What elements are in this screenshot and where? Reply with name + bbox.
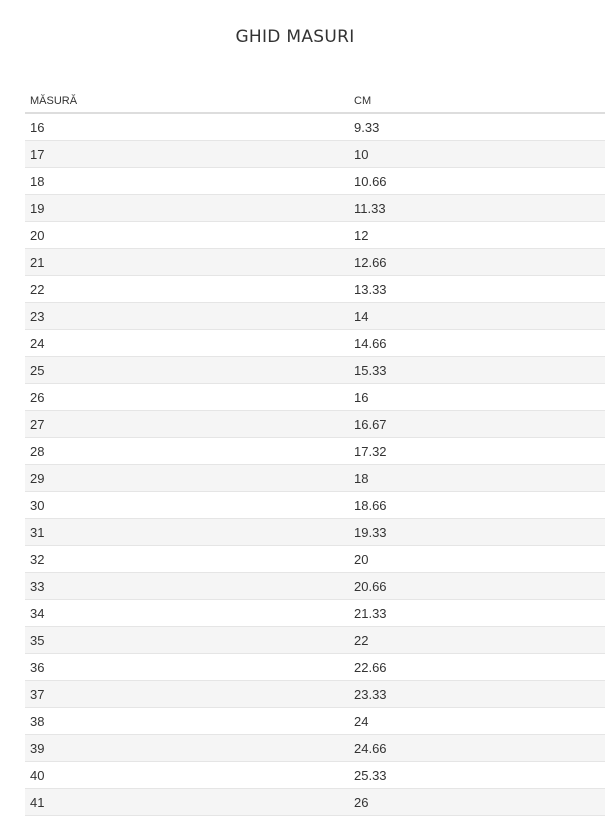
size-cell: 26 [25, 383, 349, 411]
size-cell: 38 [25, 707, 349, 735]
table-row: 36 22.66 [25, 653, 605, 681]
size-cell: 32 [25, 545, 349, 573]
size-cell: 21 [25, 248, 349, 276]
size-cell: 34 [25, 599, 349, 627]
page-title: GHID MASURI [235, 27, 355, 47]
table-row: 26 16 [25, 383, 605, 411]
cm-cell: 14.66 [349, 329, 605, 357]
cm-cell: 18.66 [349, 491, 605, 519]
header-cm: CM [349, 90, 605, 114]
cm-cell: 17.32 [349, 437, 605, 465]
cm-cell: 14 [349, 302, 605, 330]
cm-cell: 25.33 [349, 761, 605, 789]
table-row: 35 22 [25, 626, 605, 654]
size-cell: 18 [25, 167, 349, 195]
cm-cell: 23.33 [349, 680, 605, 708]
size-cell: 28 [25, 437, 349, 465]
table-row: 23 14 [25, 302, 605, 330]
table-header-row: MĂSURĂ CM [25, 90, 605, 114]
size-cell: 30 [25, 491, 349, 519]
size-cell: 41 [25, 788, 349, 816]
size-cell: 35 [25, 626, 349, 654]
table-row: 31 19.33 [25, 518, 605, 546]
table-row: 19 11.33 [25, 194, 605, 222]
table-row: 40 25.33 [25, 761, 605, 789]
table-row: 20 12 [25, 221, 605, 249]
cm-cell: 11.33 [349, 194, 605, 222]
cm-cell: 13.33 [349, 275, 605, 303]
size-cell: 39 [25, 734, 349, 762]
cm-cell: 12 [349, 221, 605, 249]
table-row: 34 21.33 [25, 599, 605, 627]
cm-cell: 24 [349, 707, 605, 735]
size-cell: 33 [25, 572, 349, 600]
cm-cell: 16.67 [349, 410, 605, 438]
cm-cell: 21.33 [349, 599, 605, 627]
header-size: MĂSURĂ [25, 90, 349, 114]
size-cell: 40 [25, 761, 349, 789]
table-row: 33 20.66 [25, 572, 605, 600]
cm-cell: 10.66 [349, 167, 605, 195]
size-cell: 17 [25, 140, 349, 168]
cm-cell: 20.66 [349, 572, 605, 600]
cm-cell: 16 [349, 383, 605, 411]
size-cell: 27 [25, 410, 349, 438]
cm-cell: 19.33 [349, 518, 605, 546]
size-cell: 22 [25, 275, 349, 303]
table-row: 32 20 [25, 545, 605, 573]
size-cell: 23 [25, 302, 349, 330]
cm-cell: 18 [349, 464, 605, 492]
table-row: 28 17.32 [25, 437, 605, 465]
cm-cell: 22 [349, 626, 605, 654]
table-row: 18 10.66 [25, 167, 605, 195]
table-row: 30 18.66 [25, 491, 605, 519]
cm-cell: 20 [349, 545, 605, 573]
size-cell: 16 [25, 113, 349, 141]
table-row: 41 26 [25, 788, 605, 816]
cm-cell: 22.66 [349, 653, 605, 681]
cm-cell: 24.66 [349, 734, 605, 762]
size-guide-table: MĂSURĂ CM 16 9.33 17 10 18 10.66 19 11.33 20 12 21… [25, 90, 605, 816]
cm-cell: 26 [349, 788, 605, 816]
size-cell: 20 [25, 221, 349, 249]
cm-cell: 10 [349, 140, 605, 168]
size-cell: 19 [25, 194, 349, 222]
table-row: 21 12.66 [25, 248, 605, 276]
table-row: 22 13.33 [25, 275, 605, 303]
size-cell: 37 [25, 680, 349, 708]
size-cell: 31 [25, 518, 349, 546]
size-cell: 24 [25, 329, 349, 357]
table-row: 25 15.33 [25, 356, 605, 384]
cm-cell: 15.33 [349, 356, 605, 384]
table-row: 16 9.33 [25, 113, 605, 141]
size-cell: 36 [25, 653, 349, 681]
cm-cell: 12.66 [349, 248, 605, 276]
table-row: 38 24 [25, 707, 605, 735]
size-cell: 29 [25, 464, 349, 492]
table-row: 39 24.66 [25, 734, 605, 762]
size-cell: 25 [25, 356, 349, 384]
cm-cell: 9.33 [349, 113, 605, 141]
table-row: 37 23.33 [25, 680, 605, 708]
table-row: 29 18 [25, 464, 605, 492]
table-row: 17 10 [25, 140, 605, 168]
table-row: 24 14.66 [25, 329, 605, 357]
table-row: 27 16.67 [25, 410, 605, 438]
